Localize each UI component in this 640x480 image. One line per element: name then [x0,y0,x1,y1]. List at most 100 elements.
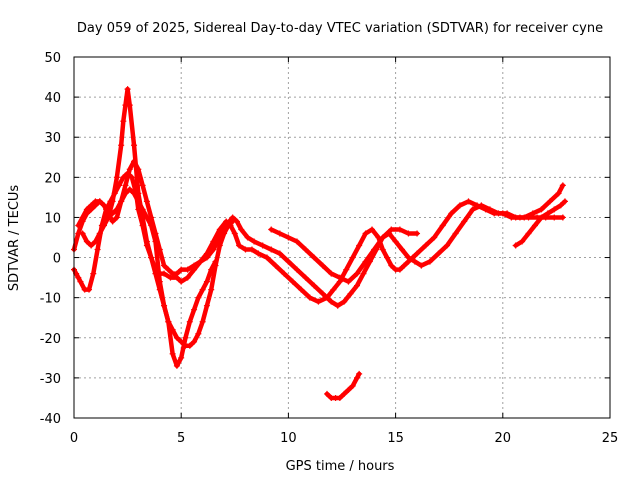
data-point [212,258,219,265]
data-point [161,262,168,269]
y-tick-label: 30 [44,131,61,146]
data-point [478,202,485,209]
data-point [349,254,356,261]
data-point [109,198,116,205]
data-point [199,318,206,325]
data-point [422,242,429,249]
data-point [444,242,451,249]
data-point [557,202,564,209]
series-track-4 [75,186,219,369]
x-axis-label: GPS time / hours [286,459,395,474]
x-tick-label: 5 [177,431,185,446]
data-point [203,278,210,285]
data-point [113,206,120,213]
data-point [272,262,279,269]
y-tick-label: 0 [53,252,61,267]
data-point [336,274,343,281]
data-point [405,230,412,237]
data-point [315,298,322,305]
series-band [80,86,235,349]
data-point [268,226,275,233]
data-point [203,302,210,309]
data-point [88,242,95,249]
data-point [135,198,142,205]
data-point [486,206,493,213]
data-point [101,222,108,229]
data-point [231,230,238,237]
data-point [306,294,313,301]
data-point [268,246,275,253]
data-point [293,238,300,245]
data-point [396,226,403,233]
data-point [182,334,189,341]
data-point [105,206,112,213]
data-point [336,394,343,401]
data-point [392,238,399,245]
data-point [195,330,202,337]
data-point [323,390,330,397]
data-point [86,286,93,293]
data-point [414,250,421,257]
data-point [152,238,159,245]
chart-title: Day 059 of 2025, Sidereal Day-to-day VTE… [77,21,603,36]
data-point [512,214,519,221]
y-tick-label: 10 [44,211,61,226]
data-point [96,230,103,237]
data-point [281,270,288,277]
data-point [248,246,255,253]
data-point [105,214,112,221]
data-point [75,274,82,281]
data-point [289,278,296,285]
data-point [92,238,99,245]
data-point [345,386,352,393]
y-tick-label: 20 [44,171,61,186]
data-point [126,186,133,193]
data-point [94,246,101,253]
data-point [334,302,341,309]
y-tick-label: -20 [40,332,61,347]
data-point [362,258,369,265]
data-point [418,262,425,269]
data-point [263,254,270,261]
data-point [148,222,155,229]
data-point [411,258,418,265]
data-point [319,262,326,269]
data-point [379,234,386,241]
data-point [191,262,198,269]
data-point [401,262,408,269]
data-point [330,286,337,293]
data-point [83,238,90,245]
data-point [360,270,367,277]
data-point [178,354,185,361]
data-point [379,246,386,253]
data-point [244,234,251,241]
data-point [285,234,292,241]
data-point [512,242,519,249]
data-point [456,202,463,209]
data-point [191,338,198,345]
data-point [347,290,354,297]
data-point [538,206,545,213]
y-axis-ticks: -40 -30 -20 -10 0 10 20 30 40 50 [40,51,610,427]
data-point [161,302,168,309]
x-axis-ticks: 0 5 10 15 20 25 [70,57,618,446]
data-point [178,278,185,285]
data-point [75,222,82,229]
data-point [356,242,363,249]
series-track-6 [323,370,363,401]
data-point [328,298,335,305]
data-point [161,270,168,277]
data-point [302,246,309,253]
data-point [109,210,116,217]
y-axis-label: SDTVAR / TECUs [7,185,22,292]
data-series [71,86,568,401]
data-point [126,102,133,109]
data-point [504,210,511,217]
series-band [71,171,566,304]
data-point [229,218,236,225]
data-point [79,214,86,221]
data-point [461,218,468,225]
data-point [465,198,472,205]
x-tick-label: 20 [495,431,512,446]
